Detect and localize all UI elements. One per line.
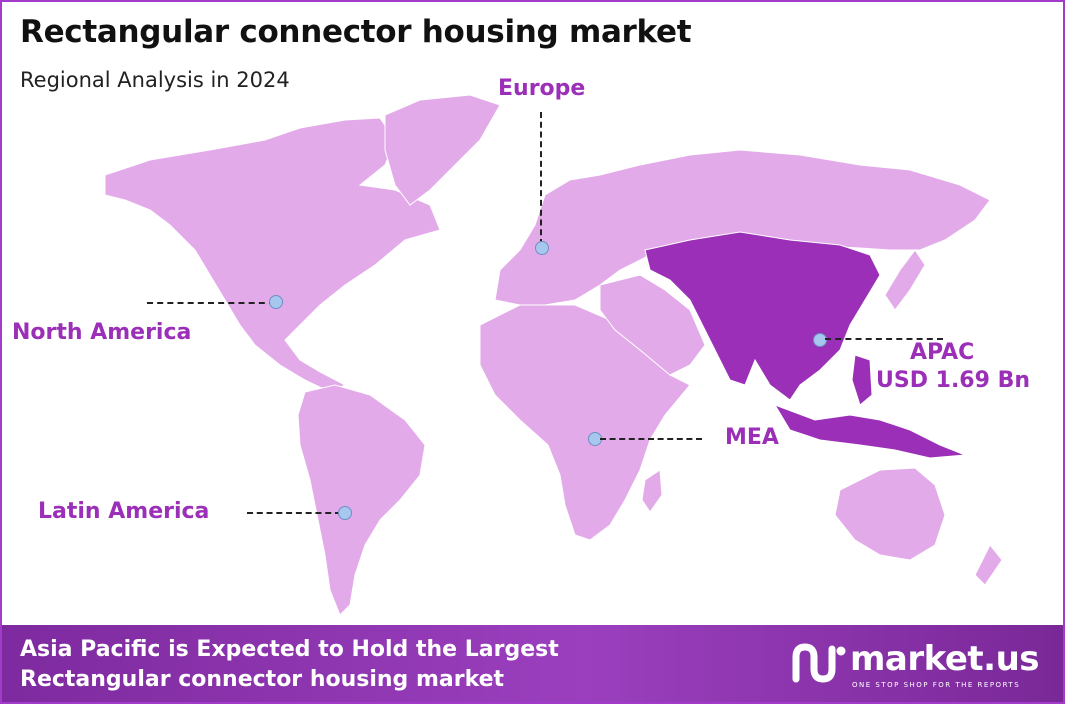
mea-leader-line [600,438,702,440]
north-america-marker [269,295,283,309]
market-us-tagline: ONE STOP SHOP FOR THE REPORTS [852,681,1021,689]
footer-headline: Asia Pacific is Expected to Hold the Lar… [20,635,559,695]
europe-leader-line [540,112,542,245]
world-map [104,94,1003,616]
footer-line-1: Asia Pacific is Expected to Hold the Lar… [20,637,559,662]
japan-landmass [884,249,926,311]
new-zealand-landmass [974,544,1003,586]
latin-america-leader-line [247,512,341,514]
market-us-logo-icon [792,643,846,683]
footer-banner: Asia Pacific is Expected to Hold the Lar… [2,625,1063,702]
philippines-landmass [851,354,873,406]
mea-label: MEA [725,425,779,450]
apac-value: USD 1.69 Bn [876,368,1030,393]
latin-america-label: Latin America [38,499,210,524]
middle-east-landmass [599,274,706,376]
latin-america-marker [338,506,352,520]
greenland-landmass [384,94,501,206]
europe-label: Europe [498,76,586,101]
market-us-logo: market.us ONE STOP SHOP FOR THE REPORTS [790,639,1050,691]
footer-line-2: Rectangular connector housing market [20,667,505,692]
apac-leader-line [825,338,943,340]
apac-marker [813,333,827,347]
apac-label: APAC [910,340,975,365]
apac-islands-landmass [773,404,966,459]
australia-landmass [834,467,946,561]
market-us-wordmark: market.us [850,639,1040,679]
apac-mainland-landmass [644,231,881,401]
north-america-label: North America [12,320,192,345]
madagascar-landmass [641,469,663,513]
north-america-landmass [104,117,441,393]
latin-america-landmass [297,384,426,616]
eurasia-north-landmass [494,149,991,306]
north-america-leader-line [147,302,275,304]
page-title: Rectangular connector housing market [20,14,692,50]
page-subtitle: Regional Analysis in 2024 [20,68,290,92]
europe-marker [535,241,549,255]
